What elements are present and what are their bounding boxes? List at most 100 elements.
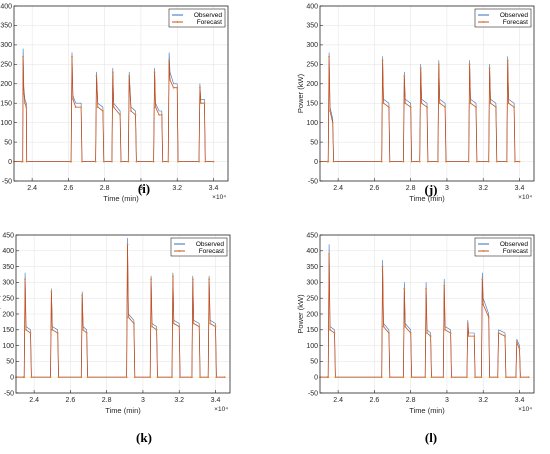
- forecast-point: [198, 160, 200, 163]
- forecast-point: [20, 160, 23, 163]
- forecast-point: [388, 106, 390, 108]
- forecast-point: [429, 335, 432, 337]
- forecast-point: [388, 160, 391, 163]
- forecast-point: [56, 332, 59, 334]
- forecast-point: [473, 335, 476, 337]
- forecast-point: [102, 110, 104, 112]
- x-tick-label: 2.6: [64, 185, 74, 192]
- forecast-point: [437, 160, 439, 163]
- forecast-point: [507, 102, 510, 105]
- forecast-point: [443, 284, 446, 287]
- y-tick-label: 450: [306, 232, 318, 239]
- forecast-point: [199, 102, 202, 105]
- x-tick-label: 2.4: [29, 397, 39, 404]
- y-tick-label: 250: [2, 296, 14, 303]
- y-tick-label: 300: [2, 280, 14, 287]
- legend-observed-label: Observed: [194, 12, 223, 19]
- forecast-point: [191, 376, 193, 379]
- forecast-point: [328, 55, 330, 58]
- forecast-point: [212, 160, 215, 163]
- forecast-point: [518, 347, 521, 350]
- forecast-point: [424, 376, 427, 379]
- forecast-point: [388, 332, 390, 334]
- y-tick-label: 400: [0, 3, 12, 10]
- x-tick-label: 2.8: [406, 185, 416, 192]
- y-tick-label: 100: [0, 120, 12, 127]
- forecast-point: [468, 63, 471, 66]
- x-tick-label: 2.4: [333, 397, 343, 404]
- x-tick-label: 3.2: [174, 397, 184, 404]
- forecast-point: [382, 325, 385, 328]
- forecast-point: [505, 160, 508, 163]
- forecast-point: [156, 376, 159, 379]
- forecast-series-line: [320, 56, 520, 162]
- forecast-point: [410, 160, 413, 163]
- forecast-point: [177, 160, 180, 163]
- legend-observed-label: Observed: [500, 12, 529, 19]
- forecast-point: [135, 160, 138, 163]
- legend-observed-label: Observed: [196, 241, 225, 248]
- forecast-series-line: [14, 56, 214, 162]
- axes-frame: [319, 5, 535, 182]
- y-tick-label: 350: [306, 23, 318, 30]
- forecast-point: [168, 59, 171, 62]
- forecast-point: [198, 325, 201, 328]
- panel-label: (i): [138, 181, 150, 196]
- y-axis-label: Power (kW): [296, 73, 305, 113]
- forecast-point: [152, 160, 155, 163]
- forecast-point: [426, 332, 428, 334]
- forecast-point: [171, 376, 173, 379]
- forecast-point: [513, 106, 515, 108]
- y-tick-label: -50: [4, 390, 14, 397]
- axes-frame: [13, 5, 229, 182]
- x-tick-label: 3.2: [478, 185, 488, 192]
- forecast-point: [80, 106, 82, 108]
- forecast-point: [94, 160, 97, 163]
- x-axis-label: Time (min): [103, 194, 139, 203]
- y-tick-label: 350: [306, 264, 318, 271]
- axes-frame: [15, 234, 231, 394]
- forecast-point: [133, 376, 136, 379]
- forecast-point: [154, 106, 157, 108]
- forecast-point: [380, 160, 383, 163]
- forecast-point: [327, 376, 330, 379]
- forecast-point: [519, 376, 522, 379]
- forecast-point: [409, 106, 412, 108]
- x-tick-label: 2.4: [333, 185, 343, 192]
- forecast-point: [191, 278, 194, 281]
- forecast-point: [161, 160, 164, 163]
- forecast-point: [51, 328, 54, 331]
- forecast-point: [102, 160, 105, 163]
- y-tick-label: 150: [306, 101, 318, 108]
- x-tick-label: 3: [445, 397, 449, 404]
- forecast-point: [333, 332, 336, 334]
- forecast-point: [426, 106, 428, 108]
- y-tick-label: 150: [0, 101, 12, 108]
- forecast-point: [179, 376, 182, 379]
- forecast-point: [329, 328, 331, 331]
- forecast-point: [466, 322, 469, 325]
- forecast-point: [487, 160, 490, 163]
- forecast-point: [128, 75, 131, 77]
- forecast-point: [445, 160, 447, 163]
- forecast-point: [327, 160, 330, 163]
- forecast-point: [469, 102, 472, 105]
- forecast-point: [442, 376, 445, 379]
- forecast-point: [207, 376, 210, 379]
- forecast-point: [380, 376, 383, 379]
- panel-label: (l): [425, 430, 437, 445]
- forecast-point: [130, 110, 132, 112]
- forecast-point: [444, 328, 446, 331]
- forecast-point: [192, 322, 195, 325]
- forecast-point: [153, 71, 156, 73]
- x-tick-label: 2.6: [370, 185, 380, 192]
- forecast-point: [22, 90, 25, 93]
- y-tick-label: 300: [306, 280, 318, 287]
- x-tick-label: 2.8: [102, 397, 112, 404]
- y-tick-label: 400: [2, 248, 14, 255]
- x-tick-label: 3: [141, 397, 145, 404]
- x-exponent: ×10⁴: [214, 406, 228, 413]
- forecast-point: [420, 102, 423, 105]
